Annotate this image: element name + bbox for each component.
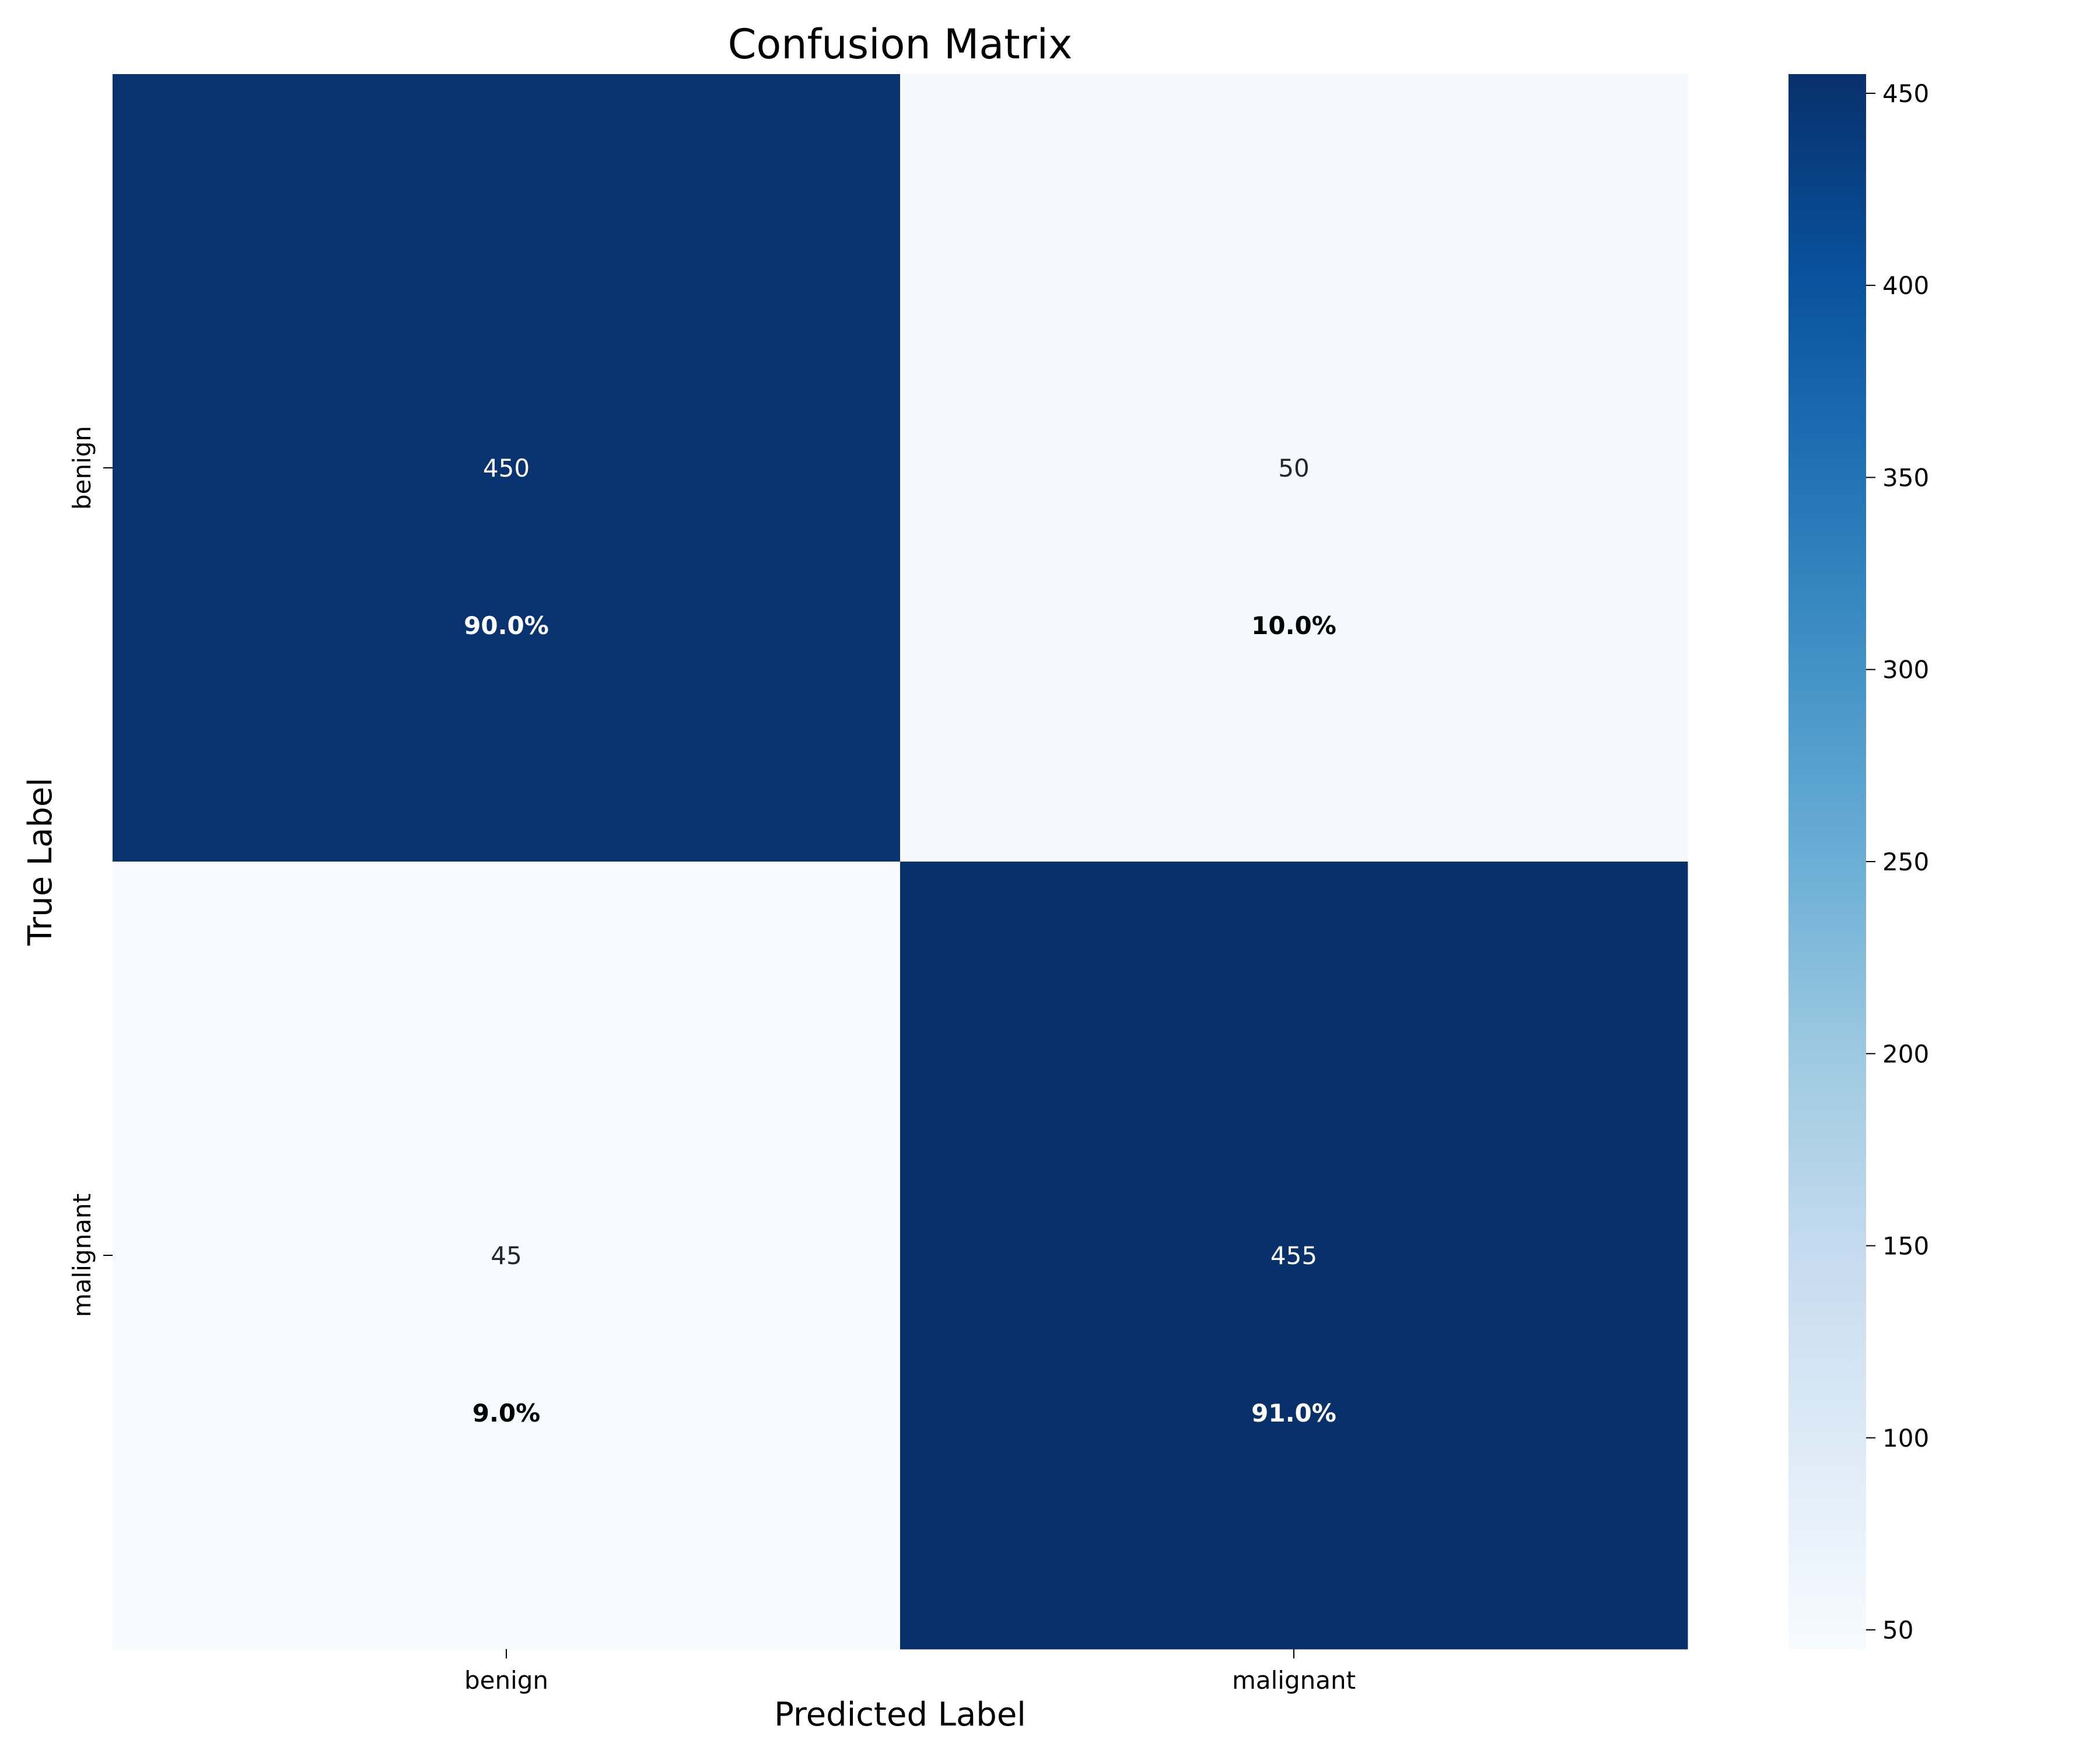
y-axis: benign malignant <box>68 426 113 1317</box>
colorbar-tick-label: 250 <box>1882 848 1929 876</box>
colorbar <box>1788 74 1866 1649</box>
cell-count-label: 455 <box>1270 1241 1317 1270</box>
heatmap-cells <box>113 74 1688 1650</box>
cell-count-label: 50 <box>1278 454 1309 482</box>
colorbar-tick-label: 100 <box>1882 1424 1929 1452</box>
cell-percent-label: 9.0% <box>473 1399 540 1427</box>
cell-percent-label: 90.0% <box>464 611 549 640</box>
colorbar-tick-label: 350 <box>1882 463 1929 492</box>
y-axis-label: True Label <box>22 778 60 946</box>
heatmap-annotations: 450 90.0% 50 10.0% 45 9.0% 455 91.0% <box>464 454 1336 1427</box>
cell-percent-label: 91.0% <box>1251 1399 1336 1427</box>
x-tick-label: benign <box>464 1666 548 1695</box>
x-tick-label: malignant <box>1232 1666 1356 1695</box>
cell-percent-label: 10.0% <box>1251 611 1336 640</box>
heatmap-cell-malignant-benign <box>113 862 901 1650</box>
colorbar-ticks: 50 100 150 200 250 300 350 400 450 <box>1866 79 1929 1644</box>
cell-count-label: 45 <box>491 1241 522 1270</box>
chart-title: Confusion Matrix <box>728 20 1073 68</box>
colorbar-tick-label: 150 <box>1882 1232 1929 1261</box>
heatmap-cell-malignant-malignant <box>900 862 1688 1650</box>
colorbar-tick-label: 300 <box>1882 656 1929 684</box>
heatmap-cell-benign-malignant <box>900 74 1688 862</box>
y-tick-label: malignant <box>68 1194 96 1317</box>
colorbar-tick-label: 450 <box>1882 79 1929 108</box>
cell-count-label: 450 <box>483 454 530 482</box>
y-tick-label: benign <box>68 426 96 510</box>
x-axis-label: Predicted Label <box>774 1696 1026 1734</box>
x-axis: benign malignant <box>464 1649 1356 1695</box>
colorbar-tick-label: 50 <box>1882 1616 1913 1644</box>
colorbar-tick-label: 400 <box>1882 271 1929 300</box>
colorbar-tick-label: 200 <box>1882 1040 1929 1068</box>
heatmap-cell-benign-benign <box>113 74 901 862</box>
